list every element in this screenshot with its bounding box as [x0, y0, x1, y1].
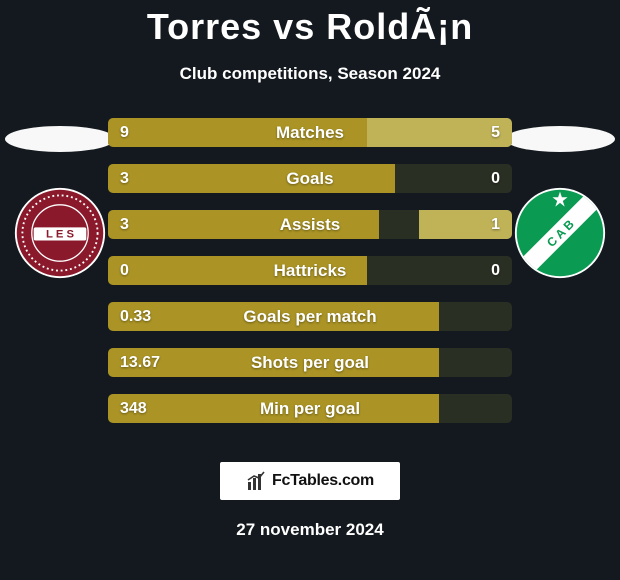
- snapshot-date: 27 november 2024: [0, 520, 620, 540]
- comparison-panel: L E S C A B Matches95 Goals30 Assists31 Hat…: [0, 118, 620, 438]
- stat-row: Hattricks00: [108, 256, 512, 285]
- stat-bar-player2: [367, 118, 512, 147]
- stat-bar-player1: [108, 302, 439, 331]
- svg-text:L E S: L E S: [46, 229, 74, 241]
- branding-badge: FcTables.com: [220, 462, 400, 500]
- player2-silhouette: [505, 126, 615, 152]
- stat-value-player2: 0: [491, 164, 500, 193]
- stat-bar-player1: [108, 164, 395, 193]
- stat-row: Matches95: [108, 118, 512, 147]
- player2-side: C A B: [500, 118, 620, 438]
- season-subtitle: Club competitions, Season 2024: [0, 64, 620, 84]
- player2-club-crest: C A B: [513, 186, 607, 280]
- stat-row: Goals per match0.33: [108, 302, 512, 331]
- stat-bar-player1: [108, 256, 367, 285]
- stat-row: Assists31: [108, 210, 512, 239]
- branding-text: FcTables.com: [272, 472, 374, 490]
- page-title: Torres vs RoldÃ¡n: [0, 0, 620, 48]
- stat-bar-player2: [419, 210, 512, 239]
- stat-bar-player1: [108, 210, 379, 239]
- player1-side: L E S: [0, 118, 120, 438]
- stats-bars: Matches95 Goals30 Assists31 Hattricks00 Goal…: [108, 118, 512, 423]
- stat-bar-player1: [108, 394, 439, 423]
- branding-chart-icon: [246, 470, 268, 492]
- stat-bar-player1: [108, 118, 367, 147]
- stat-row: Min per goal348: [108, 394, 512, 423]
- stat-row: Goals30: [108, 164, 512, 193]
- player1-club-crest: L E S: [13, 186, 107, 280]
- stat-value-player2: 0: [491, 256, 500, 285]
- stat-bar-player1: [108, 348, 439, 377]
- svg-text:C A B: C A B: [544, 217, 577, 250]
- stat-row: Shots per goal13.67: [108, 348, 512, 377]
- player1-silhouette: [5, 126, 115, 152]
